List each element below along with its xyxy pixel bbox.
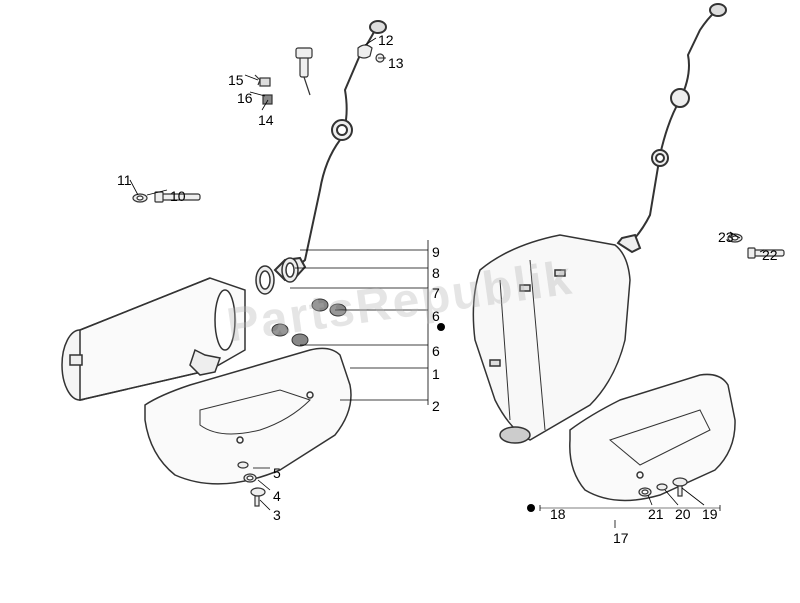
callout-1: 1 bbox=[432, 366, 440, 382]
callout-13: 13 bbox=[388, 55, 404, 71]
callout-4: 4 bbox=[273, 488, 281, 504]
callout-9: 9 bbox=[432, 244, 440, 260]
callout-5: 5 bbox=[273, 465, 281, 481]
callout-11: 11 bbox=[117, 172, 132, 188]
callout-12: 12 bbox=[378, 32, 394, 48]
callout-18: 18 bbox=[550, 506, 566, 522]
callout-6b: 6 bbox=[432, 343, 440, 359]
callout-20: 20 bbox=[675, 506, 691, 522]
parts-diagram: PartsRepublik bbox=[0, 0, 800, 603]
callout-19: 19 bbox=[702, 506, 718, 522]
callout-10: 10 bbox=[170, 188, 186, 204]
callout-6a: 6 bbox=[432, 308, 440, 324]
callout-14: 14 bbox=[258, 112, 274, 128]
callout-22: 22 bbox=[762, 247, 778, 263]
callout-21: 21 bbox=[648, 506, 664, 522]
callout-2: 2 bbox=[432, 398, 440, 414]
callout-16: 16 bbox=[237, 90, 253, 106]
callout-17: 17 bbox=[613, 530, 629, 546]
callout-7: 7 bbox=[432, 285, 440, 301]
callout-3: 3 bbox=[273, 507, 281, 523]
callout-23: 23 bbox=[718, 229, 734, 245]
callout-8: 8 bbox=[432, 265, 440, 281]
callout-15: 15 bbox=[228, 72, 244, 88]
